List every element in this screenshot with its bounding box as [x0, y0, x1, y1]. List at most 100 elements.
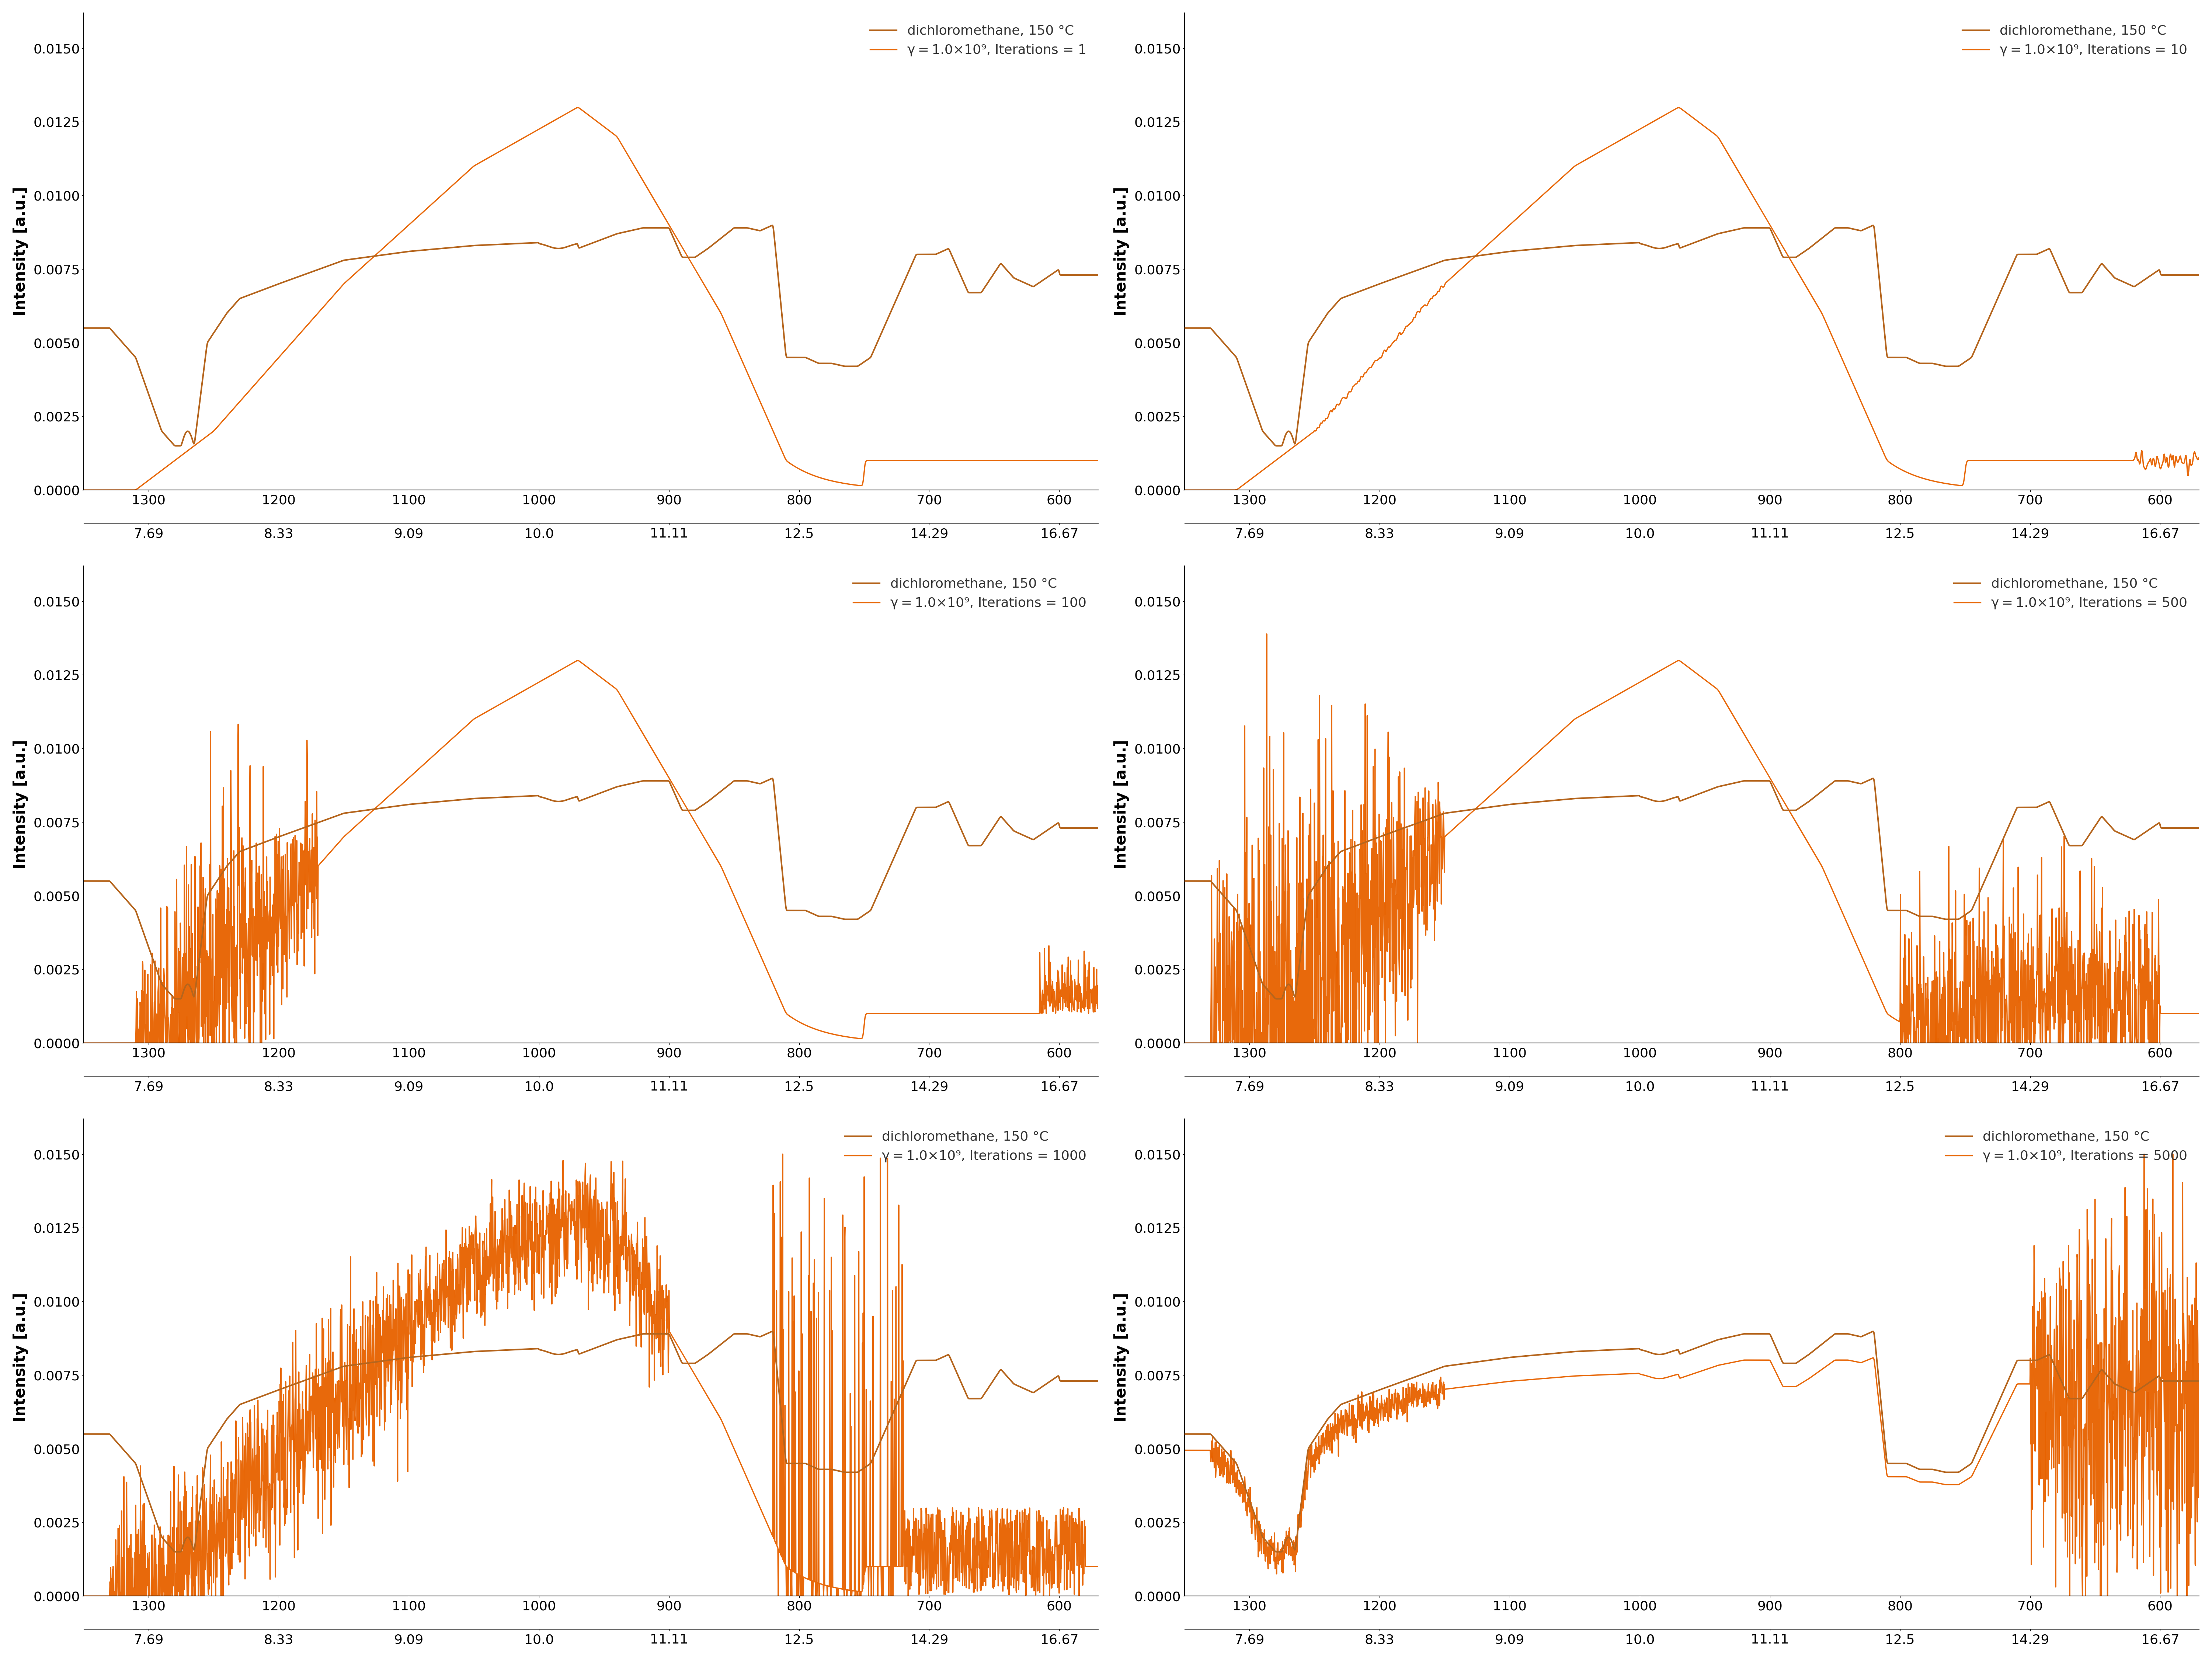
- dichloromethane, 150 °C: [246, 1387, 272, 1407]
- dichloromethane, 150 °C: [1347, 280, 1374, 300]
- γ = 1.0×10⁹, Iterations = 1: [71, 479, 97, 499]
- dichloromethane, 150 °C: [1347, 834, 1374, 854]
- γ = 1.0×10⁹, Iterations = 5000: [2166, 1394, 2192, 1413]
- dichloromethane, 150 °C: [1287, 1498, 1314, 1518]
- dichloromethane, 150 °C: [2057, 1389, 2084, 1408]
- Y-axis label: Intensity [a.u.]: Intensity [a.u.]: [1113, 740, 1128, 869]
- dichloromethane, 150 °C: [186, 1498, 212, 1518]
- γ = 1.0×10⁹, Iterations = 1: [186, 431, 212, 451]
- γ = 1.0×10⁹, Iterations = 10: [1604, 131, 1630, 151]
- γ = 1.0×10⁹, Iterations = 10: [1347, 368, 1374, 388]
- Line: γ = 1.0×10⁹, Iterations = 1000: γ = 1.0×10⁹, Iterations = 1000: [84, 1155, 1099, 1596]
- γ = 1.0×10⁹, Iterations = 100: [504, 685, 531, 705]
- Line: dichloromethane, 150 °C: dichloromethane, 150 °C: [1183, 226, 2199, 446]
- dichloromethane, 150 °C: [2185, 1370, 2212, 1390]
- dichloromethane, 150 °C: [1066, 1370, 1093, 1390]
- dichloromethane, 150 °C: [1265, 1541, 1292, 1561]
- γ = 1.0×10⁹, Iterations = 1000: [770, 1145, 796, 1165]
- Line: γ = 1.0×10⁹, Iterations = 100: γ = 1.0×10⁹, Iterations = 100: [84, 660, 1099, 1044]
- dichloromethane, 150 °C: [2057, 282, 2084, 302]
- dichloromethane, 150 °C: [246, 834, 272, 854]
- dichloromethane, 150 °C: [759, 768, 785, 788]
- γ = 1.0×10⁹, Iterations = 10: [1170, 479, 1197, 499]
- Legend: dichloromethane, 150 °C, γ = 1.0×10⁹, Iterations = 1: dichloromethane, 150 °C, γ = 1.0×10⁹, It…: [865, 20, 1093, 61]
- dichloromethane, 150 °C: [504, 786, 531, 806]
- dichloromethane, 150 °C: [186, 946, 212, 966]
- γ = 1.0×10⁹, Iterations = 1: [564, 98, 591, 118]
- dichloromethane, 150 °C: [164, 436, 190, 456]
- dichloromethane, 150 °C: [164, 989, 190, 1009]
- dichloromethane, 150 °C: [504, 234, 531, 254]
- γ = 1.0×10⁹, Iterations = 10: [2057, 451, 2084, 471]
- dichloromethane, 150 °C: [1287, 946, 1314, 966]
- dichloromethane, 150 °C: [1170, 871, 1197, 891]
- dichloromethane, 150 °C: [460, 1342, 487, 1362]
- γ = 1.0×10⁹, Iterations = 500: [1604, 685, 1630, 705]
- Legend: dichloromethane, 150 °C, γ = 1.0×10⁹, Iterations = 5000: dichloromethane, 150 °C, γ = 1.0×10⁹, It…: [1940, 1125, 2192, 1168]
- dichloromethane, 150 °C: [2166, 1370, 2192, 1390]
- γ = 1.0×10⁹, Iterations = 1000: [460, 1254, 487, 1274]
- dichloromethane, 150 °C: [1860, 216, 1887, 236]
- dichloromethane, 150 °C: [1066, 265, 1093, 285]
- γ = 1.0×10⁹, Iterations = 5000: [2057, 1586, 2084, 1606]
- γ = 1.0×10⁹, Iterations = 100: [564, 650, 591, 670]
- dichloromethane, 150 °C: [246, 280, 272, 300]
- γ = 1.0×10⁹, Iterations = 5000: [1347, 1395, 1374, 1415]
- γ = 1.0×10⁹, Iterations = 100: [186, 932, 212, 952]
- γ = 1.0×10⁹, Iterations = 500: [1287, 1034, 1314, 1053]
- dichloromethane, 150 °C: [2166, 265, 2192, 285]
- γ = 1.0×10⁹, Iterations = 1000: [186, 1551, 212, 1571]
- Legend: dichloromethane, 150 °C, γ = 1.0×10⁹, Iterations = 100: dichloromethane, 150 °C, γ = 1.0×10⁹, It…: [847, 572, 1093, 615]
- γ = 1.0×10⁹, Iterations = 5000: [1170, 1440, 1197, 1460]
- Line: dichloromethane, 150 °C: dichloromethane, 150 °C: [84, 1332, 1099, 1551]
- dichloromethane, 150 °C: [1265, 989, 1292, 1009]
- dichloromethane, 150 °C: [186, 393, 212, 413]
- Legend: dichloromethane, 150 °C, γ = 1.0×10⁹, Iterations = 1000: dichloromethane, 150 °C, γ = 1.0×10⁹, It…: [838, 1125, 1093, 1168]
- dichloromethane, 150 °C: [71, 319, 97, 338]
- Legend: dichloromethane, 150 °C, γ = 1.0×10⁹, Iterations = 500: dichloromethane, 150 °C, γ = 1.0×10⁹, It…: [1949, 572, 2192, 615]
- γ = 1.0×10⁹, Iterations = 1: [504, 131, 531, 151]
- dichloromethane, 150 °C: [1170, 1423, 1197, 1443]
- γ = 1.0×10⁹, Iterations = 500: [2057, 962, 2084, 982]
- dichloromethane, 150 °C: [1347, 1387, 1374, 1407]
- γ = 1.0×10⁹, Iterations = 100: [460, 710, 487, 730]
- Y-axis label: Intensity [a.u.]: Intensity [a.u.]: [1113, 187, 1128, 317]
- Line: dichloromethane, 150 °C: dichloromethane, 150 °C: [1183, 1332, 2199, 1551]
- dichloromethane, 150 °C: [504, 1339, 531, 1359]
- γ = 1.0×10⁹, Iterations = 1000: [956, 1543, 982, 1563]
- dichloromethane, 150 °C: [71, 871, 97, 891]
- dichloromethane, 150 °C: [1604, 234, 1630, 254]
- dichloromethane, 150 °C: [460, 236, 487, 255]
- Line: γ = 1.0×10⁹, Iterations = 1: γ = 1.0×10⁹, Iterations = 1: [84, 108, 1099, 489]
- γ = 1.0×10⁹, Iterations = 10: [1287, 431, 1314, 451]
- dichloromethane, 150 °C: [1086, 1370, 1113, 1390]
- γ = 1.0×10⁹, Iterations = 1: [1066, 451, 1093, 471]
- Line: dichloromethane, 150 °C: dichloromethane, 150 °C: [1183, 778, 2199, 999]
- dichloromethane, 150 °C: [164, 1541, 190, 1561]
- Line: γ = 1.0×10⁹, Iterations = 5000: γ = 1.0×10⁹, Iterations = 5000: [1183, 1155, 2199, 1596]
- γ = 1.0×10⁹, Iterations = 5000: [2130, 1145, 2157, 1165]
- dichloromethane, 150 °C: [1860, 768, 1887, 788]
- γ = 1.0×10⁹, Iterations = 5000: [1287, 1508, 1314, 1528]
- γ = 1.0×10⁹, Iterations = 100: [246, 947, 272, 967]
- γ = 1.0×10⁹, Iterations = 5000: [2185, 1392, 2212, 1412]
- γ = 1.0×10⁹, Iterations = 500: [2166, 1004, 2192, 1024]
- dichloromethane, 150 °C: [71, 1423, 97, 1443]
- dichloromethane, 150 °C: [2057, 836, 2084, 856]
- dichloromethane, 150 °C: [956, 1389, 982, 1408]
- γ = 1.0×10⁹, Iterations = 1000: [504, 1226, 531, 1246]
- dichloromethane, 150 °C: [956, 282, 982, 302]
- γ = 1.0×10⁹, Iterations = 500: [2185, 1004, 2212, 1024]
- dichloromethane, 150 °C: [1287, 393, 1314, 413]
- dichloromethane, 150 °C: [1860, 1322, 1887, 1342]
- dichloromethane, 150 °C: [2166, 818, 2192, 838]
- dichloromethane, 150 °C: [460, 788, 487, 808]
- Line: dichloromethane, 150 °C: dichloromethane, 150 °C: [84, 226, 1099, 446]
- Line: γ = 1.0×10⁹, Iterations = 10: γ = 1.0×10⁹, Iterations = 10: [1183, 108, 2199, 489]
- γ = 1.0×10⁹, Iterations = 10: [1666, 98, 1692, 118]
- dichloromethane, 150 °C: [759, 216, 785, 236]
- γ = 1.0×10⁹, Iterations = 100: [71, 1034, 97, 1053]
- Line: dichloromethane, 150 °C: dichloromethane, 150 °C: [84, 778, 1099, 999]
- γ = 1.0×10⁹, Iterations = 1000: [1086, 1556, 1113, 1576]
- Y-axis label: Intensity [a.u.]: Intensity [a.u.]: [1113, 1292, 1128, 1422]
